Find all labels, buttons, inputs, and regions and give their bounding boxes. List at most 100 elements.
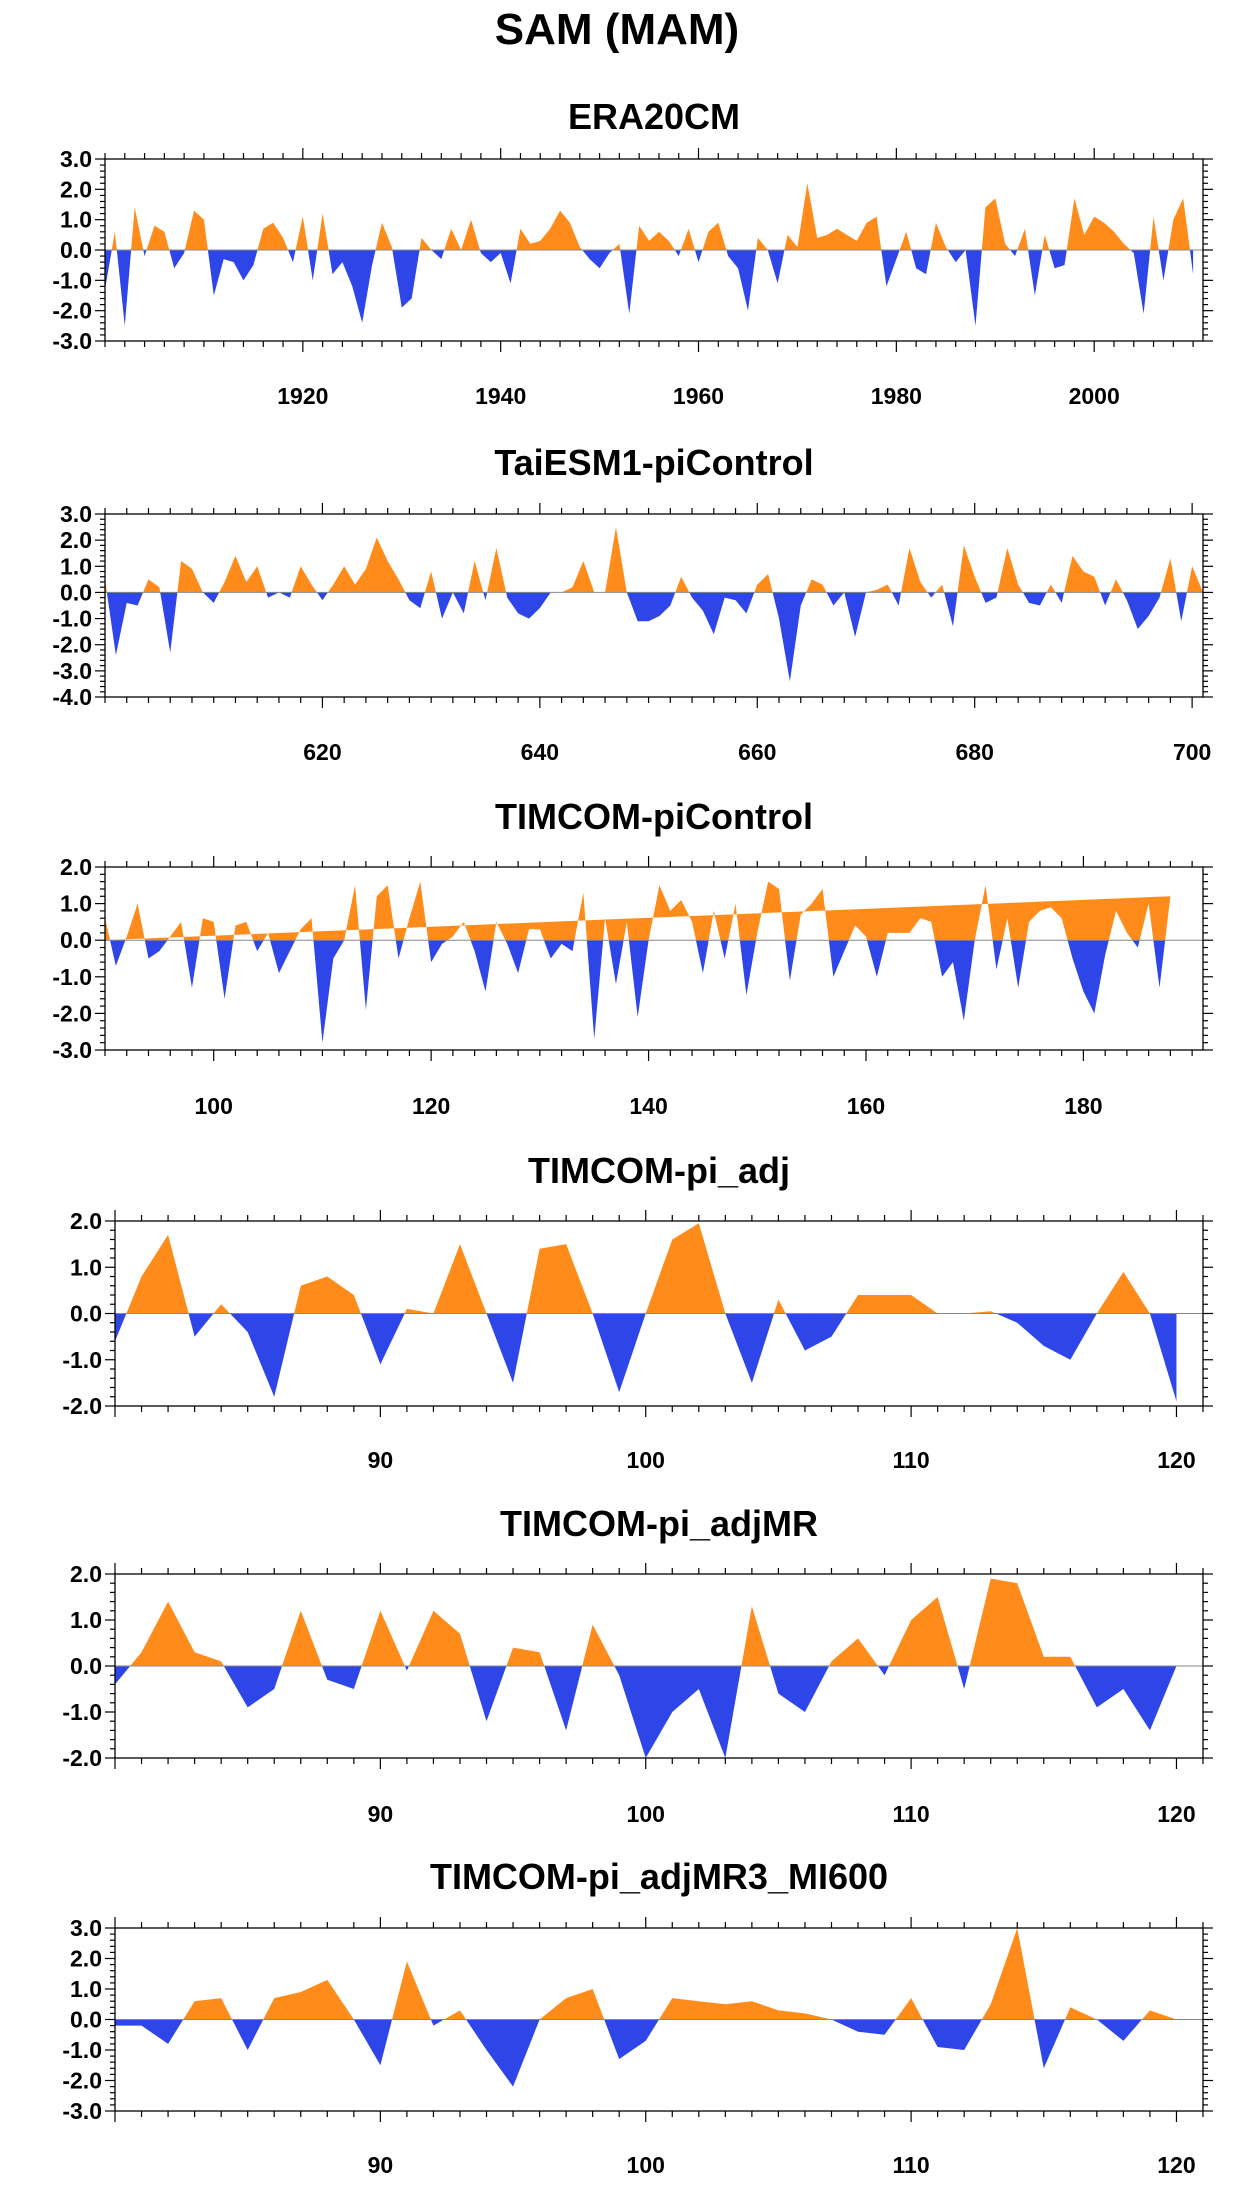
- panel-6: TIMCOM-pi_adjMR3_MI600 3.0 2.0 1.0 0.0 -1.0 -2…: [62, 1856, 1213, 2178]
- y-tick-label: -1.0: [62, 1699, 102, 1725]
- figure-title: SAM (MAM): [495, 5, 739, 54]
- y-tick-label: 1.0: [60, 207, 92, 233]
- x-tick-label: 1980: [871, 383, 922, 409]
- y-tick-label: 3.0: [70, 1915, 102, 1941]
- y-tick-label: 2.0: [70, 1946, 102, 1972]
- y-tick-label: -1.0: [62, 2037, 102, 2063]
- axis-ticks: [95, 148, 1213, 352]
- x-tick-label: 620: [303, 739, 341, 765]
- panel-title: ERA20CM: [568, 96, 740, 137]
- axis-ticks: [105, 1210, 1213, 1417]
- y-tick-label: -2.0: [62, 2068, 102, 2094]
- y-tick-label: 1.0: [70, 1254, 102, 1280]
- axis-ticks: [105, 1917, 1213, 2122]
- plot-frame: [104, 866, 1204, 1051]
- y-tick-label: -4.0: [52, 684, 92, 710]
- y-tick-label: -2.0: [62, 1745, 102, 1771]
- y-tick-label: -1.0: [62, 1347, 102, 1373]
- y-tick-label: 0.0: [70, 1301, 102, 1327]
- panel-3: TIMCOM-piControl 2.0 1.0 0.0 -1.0 -2.0 -3.0 100…: [52, 796, 1213, 1119]
- axis-ticks: [105, 1563, 1213, 1769]
- panel-1: ERA20CM 3.0 2.0 1.0 0.0 -1.0 -2.0 -3.0 1920 1940 1…: [52, 96, 1213, 409]
- y-tick-label: 1.0: [60, 553, 92, 579]
- x-tick-label: 640: [521, 739, 559, 765]
- y-tick-label: 0.0: [60, 237, 92, 263]
- y-tick-label: -1.0: [52, 964, 92, 990]
- y-tick-label: 0.0: [70, 1653, 102, 1679]
- negative-area: [105, 592, 1203, 682]
- x-tick-label: 100: [627, 2152, 665, 2178]
- x-tick-label: 160: [847, 1093, 885, 1119]
- axis-ticks: [95, 503, 1213, 708]
- x-tick-label: 1960: [673, 383, 724, 409]
- panel-4: TIMCOM-pi_adj 2.0 1.0 0.0 -1.0 -2.0 90 100 110 12…: [62, 1150, 1213, 1473]
- y-tick-label: 0.0: [60, 927, 92, 953]
- plot-frame: [104, 513, 1204, 698]
- x-tick-label: 90: [368, 1447, 394, 1473]
- axis-ticks: [95, 856, 1213, 1061]
- panel-title: TaiESM1-piControl: [494, 442, 813, 483]
- x-tick-label: 110: [893, 2152, 930, 2178]
- y-tick-label: -1.0: [52, 606, 92, 632]
- y-tick-label: -2.0: [52, 1000, 92, 1026]
- y-tick-label: 1.0: [60, 891, 92, 917]
- y-tick-label: -1.0: [52, 267, 92, 293]
- positive-area: [115, 1928, 1177, 2020]
- y-tick-label: -2.0: [52, 298, 92, 324]
- panel-title: TIMCOM-piControl: [495, 796, 813, 837]
- y-tick-label: 2.0: [70, 1561, 102, 1587]
- positive-area: [115, 1578, 1177, 1666]
- y-tick-label: -3.0: [52, 1037, 92, 1063]
- x-tick-label: 120: [412, 1093, 450, 1119]
- y-tick-label: 1.0: [70, 1976, 102, 2002]
- positive-area: [105, 183, 1194, 250]
- y-tick-label: 2.0: [70, 1208, 102, 1234]
- y-tick-label: -3.0: [52, 328, 92, 354]
- y-tick-label: 2.0: [60, 176, 92, 202]
- panel-title: TIMCOM-pi_adjMR3_MI600: [430, 1856, 888, 1897]
- negative-area: [115, 2019, 1177, 2087]
- x-tick-label: 1920: [277, 383, 328, 409]
- x-tick-label: 140: [629, 1093, 667, 1119]
- negative-area: [115, 1313, 1177, 1402]
- y-tick-label: 3.0: [60, 501, 92, 527]
- panel-title: TIMCOM-pi_adj: [528, 1150, 790, 1191]
- x-tick-label: 180: [1064, 1093, 1102, 1119]
- panel-title: TIMCOM-pi_adjMR: [500, 1503, 818, 1544]
- x-tick-label: 90: [368, 1801, 394, 1827]
- x-tick-label: 700: [1173, 739, 1211, 765]
- y-tick-label: -2.0: [62, 1393, 102, 1419]
- x-tick-label: 1940: [475, 383, 526, 409]
- x-tick-label: 90: [368, 2152, 394, 2178]
- y-tick-label: -3.0: [62, 2098, 102, 2124]
- y-tick-label: 1.0: [70, 1607, 102, 1633]
- x-tick-label: 110: [893, 1801, 930, 1827]
- x-tick-label: 2000: [1069, 383, 1120, 409]
- y-tick-label: -3.0: [52, 658, 92, 684]
- x-tick-label: 100: [627, 1801, 665, 1827]
- positive-area: [105, 527, 1203, 593]
- x-tick-label: 120: [1157, 1447, 1195, 1473]
- panel-5: TIMCOM-pi_adjMR 2.0 1.0 0.0 -1.0 -2.0 90 100 110…: [62, 1503, 1213, 1827]
- y-tick-label: 2.0: [60, 854, 92, 880]
- negative-area: [105, 250, 1194, 326]
- positive-area: [105, 881, 1171, 941]
- y-tick-label: 3.0: [60, 146, 92, 172]
- negative-area: [115, 1666, 1177, 1758]
- panel-2: TaiESM1-piControl 3.02.01.00.0-1.0-2.0-3.…: [52, 442, 1213, 765]
- y-tick-label: 0.0: [60, 579, 92, 605]
- x-tick-label: 110: [893, 1447, 930, 1473]
- x-tick-label: 100: [195, 1093, 233, 1119]
- y-tick-label: 0.0: [70, 2007, 102, 2033]
- y-tick-label: 2.0: [60, 527, 92, 553]
- negative-area: [105, 940, 1171, 1043]
- positive-area: [115, 1223, 1177, 1314]
- x-tick-label: 660: [738, 739, 776, 765]
- x-tick-label: 120: [1157, 2152, 1195, 2178]
- y-tick-label: -2.0: [52, 632, 92, 658]
- x-tick-label: 120: [1157, 1801, 1195, 1827]
- x-tick-label: 100: [627, 1447, 665, 1473]
- x-tick-label: 680: [956, 739, 994, 765]
